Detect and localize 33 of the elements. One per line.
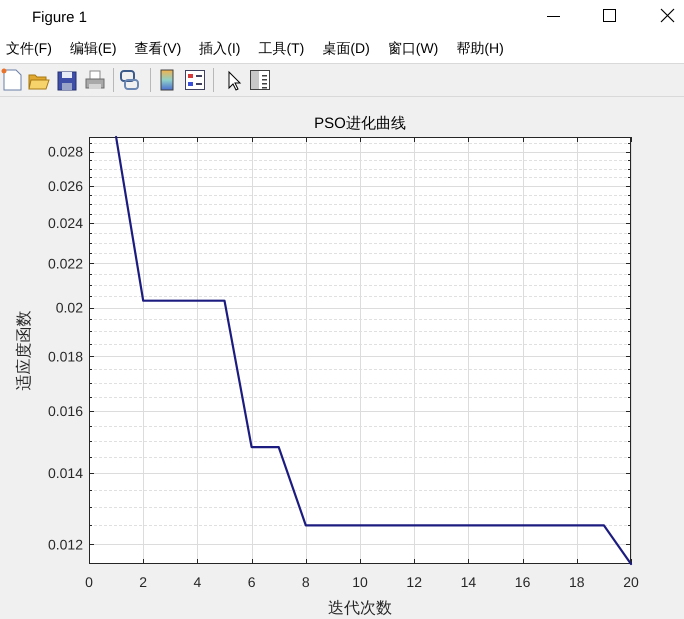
x-tick-label: 14: [460, 574, 476, 590]
x-tick-label: 0: [85, 574, 94, 590]
y-tick-label: 0.02: [56, 300, 84, 316]
text: 窗口(W): [388, 40, 438, 56]
y-tick-label: 0.028: [48, 144, 84, 160]
y-tick-label: 0.018: [48, 348, 84, 364]
x-tick-label: 10: [352, 574, 368, 590]
y-tick-label: 0.024: [48, 215, 84, 232]
text: 工具(T): [258, 40, 304, 56]
y-axis-title: 适应度函数: [15, 310, 33, 390]
y-tick-label: 0.014: [48, 464, 84, 481]
x-tick-label: 4: [194, 574, 202, 590]
x-tick-label: 18: [569, 574, 585, 590]
text: 插入(I): [199, 40, 240, 56]
text: 桌面(D): [322, 40, 370, 56]
x-tick-label: 2: [139, 574, 148, 590]
chart-title: PSO进化曲线: [314, 115, 406, 132]
x-axis-title: 迭代次数: [328, 599, 392, 617]
line-series: [115, 136, 632, 566]
x-tick-label: 16: [514, 574, 531, 590]
x-tick-label: 20: [623, 574, 639, 590]
text: 帮助(H): [456, 40, 504, 56]
y-tick-label: 0.022: [48, 255, 84, 272]
x-tick-label: 6: [248, 574, 256, 590]
y-tick-label: 0.016: [48, 402, 84, 419]
x-tick-label: 12: [406, 574, 422, 590]
y-tick-label: 0.026: [48, 178, 84, 194]
caption: Figure 1: [32, 9, 88, 26]
text: 查看(V): [134, 40, 182, 56]
y-tick-label: 0.012: [48, 536, 84, 552]
x-tick-label: 8: [302, 574, 310, 590]
text: 文件(F): [6, 40, 52, 56]
text: 编辑(E): [70, 40, 117, 56]
